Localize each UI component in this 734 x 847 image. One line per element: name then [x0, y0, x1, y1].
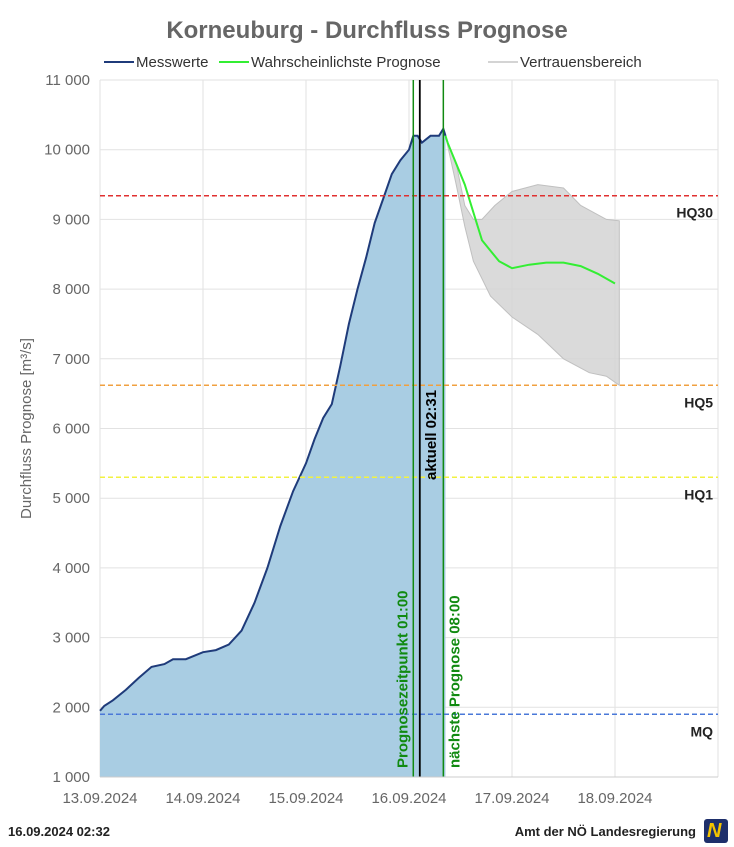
y-tick-label: 1 000 — [52, 769, 90, 786]
threshold-label-hq1: HQ1 — [684, 486, 713, 502]
legend-label: Messwerte — [136, 54, 209, 71]
y-tick-label: 7 000 — [52, 351, 90, 368]
footer-source: Amt der NÖ Landesregierung — [514, 824, 696, 839]
x-tick-label: 13.09.2024 — [62, 790, 137, 807]
vertical-marker-label: Prognosezeitpunkt 01:00 — [394, 590, 411, 768]
x-tick-label: 14.09.2024 — [165, 790, 240, 807]
y-tick-label: 8 000 — [52, 281, 90, 298]
noe-logo-icon: N — [704, 819, 728, 843]
y-tick-label: 5 000 — [52, 490, 90, 507]
chart-plot-area: HQ30 HQ5 HQ1 MQ Prognosezeitpunkt 01:00 aktue… — [99, 80, 718, 778]
y-axis-label: Durchfluss Prognose [m³/s] — [18, 338, 35, 519]
measured-area-fill — [100, 128, 446, 778]
chart-axes: 1 000 2 000 3 000 4 000 5 000 6 000 7 000 8 000… — [44, 72, 718, 807]
y-tick-label: 9 000 — [52, 211, 90, 228]
vertical-marker-label: nächste Prognose 08:00 — [446, 595, 463, 768]
legend-label: Wahrscheinlichste Prognose — [251, 54, 441, 71]
chart-legend: Messwerte Wahrscheinlichste Prognose Vertr… — [104, 54, 642, 71]
vertical-marker-label: aktuell 02:31 — [423, 390, 440, 480]
y-tick-label: 6 000 — [52, 421, 90, 438]
threshold-label-hq5: HQ5 — [684, 394, 713, 410]
x-tick-label: 17.09.2024 — [474, 790, 549, 807]
legend-label: Vertrauensbereich — [520, 54, 642, 71]
threshold-label-hq30: HQ30 — [676, 205, 713, 221]
chart-title: Korneuburg - Durchfluss Prognose — [166, 17, 567, 44]
x-tick-label: 15.09.2024 — [268, 790, 343, 807]
y-tick-label: 2 000 — [52, 699, 90, 716]
y-tick-label: 3 000 — [52, 630, 90, 647]
y-tick-label: 4 000 — [52, 560, 90, 577]
confidence-band-area — [445, 135, 620, 387]
footer-timestamp: 16.09.2024 02:32 — [8, 824, 110, 839]
forecast-series-line — [444, 135, 616, 285]
x-tick-label: 18.09.2024 — [577, 790, 652, 807]
y-tick-label: 10 000 — [44, 142, 90, 159]
x-tick-label: 16.09.2024 — [371, 790, 446, 807]
y-tick-label: 11 000 — [45, 72, 90, 89]
threshold-label-mq: MQ — [690, 723, 713, 739]
